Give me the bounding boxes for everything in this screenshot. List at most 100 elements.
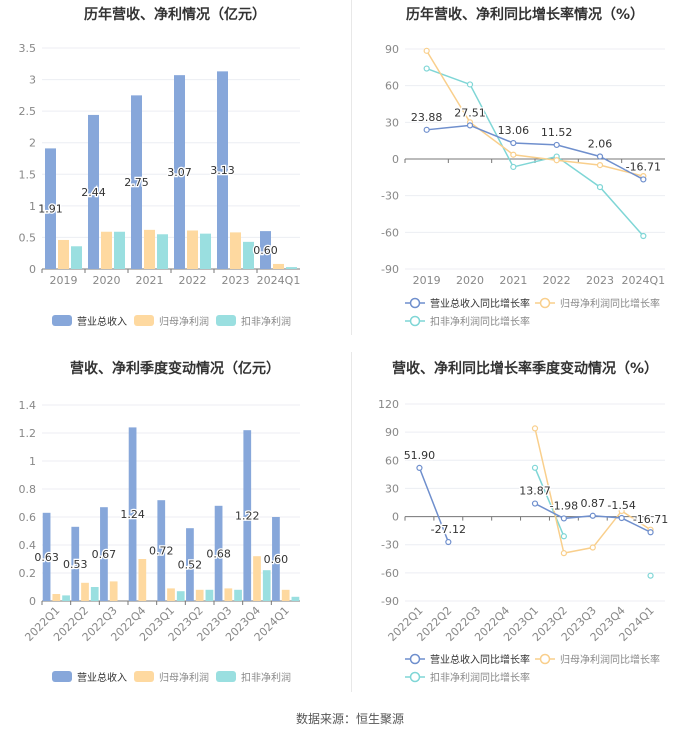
bar-revenue — [88, 114, 99, 269]
bar-data-label: 0.52 — [178, 559, 203, 572]
point-data-label: 0.87 — [581, 497, 606, 510]
bar-revenue — [71, 526, 80, 601]
legend-marker — [409, 671, 421, 683]
y-tick-label: 60 — [385, 454, 399, 467]
y-tick-label: 0 — [392, 153, 399, 166]
bar-data-label: 0.72 — [149, 545, 174, 558]
legend-label: 归母净利润 — [159, 671, 209, 684]
bar-data-label: 2.44 — [81, 186, 106, 199]
legend-label: 扣非净利润 — [241, 315, 291, 328]
y-tick-label: 1.4 — [19, 399, 37, 412]
legend-marker — [409, 653, 421, 665]
y-tick-label: 60 — [385, 80, 399, 93]
bar-data-label: 3.13 — [210, 164, 235, 177]
x-tick-label: 2020 — [456, 274, 484, 287]
y-tick-label: 0.2 — [19, 567, 37, 580]
bar-deducted-profit — [205, 589, 214, 601]
bar-net-profit — [138, 559, 147, 601]
x-tick-label: 2024Q1 — [257, 274, 301, 287]
bar-net-profit — [167, 588, 175, 601]
bar-data-label: 0.53 — [63, 558, 88, 571]
data-point — [589, 544, 596, 551]
bar-revenue — [174, 75, 185, 269]
point-data-label: 51.90 — [404, 449, 436, 462]
data-point — [466, 122, 474, 129]
bar-revenue — [243, 430, 252, 601]
y-tick-label: 90 — [385, 426, 399, 439]
bar-data-label: 2.75 — [124, 176, 149, 189]
bar-deducted-profit — [243, 241, 254, 269]
y-tick-label: 1.5 — [19, 168, 37, 181]
x-tick-label: 2020 — [93, 274, 121, 287]
legend-swatch — [52, 315, 72, 326]
bar-deducted-profit — [176, 591, 185, 601]
data-point — [445, 538, 452, 546]
data-point — [416, 464, 423, 471]
y-tick-label: 0 — [392, 511, 399, 524]
bar-net-profit — [187, 230, 198, 269]
bar-data-label: 0.67 — [92, 548, 117, 561]
legend-swatch — [134, 315, 154, 326]
point-data-label: -16.71 — [626, 160, 661, 173]
data-point — [596, 153, 604, 160]
data-point — [618, 514, 625, 522]
data-point — [531, 425, 539, 432]
data-point — [531, 500, 539, 507]
data-point — [553, 141, 560, 149]
bar-net-profit — [52, 594, 61, 601]
legend-marker — [539, 297, 551, 309]
data-point — [510, 163, 517, 171]
bar-net-profit — [224, 588, 233, 601]
chart-2-title: 历年营收、净利同比增长率情况（%） — [405, 7, 645, 23]
bar-revenue — [217, 71, 228, 269]
legend-label: 扣非净利润 — [241, 671, 291, 684]
data-source: 数据来源：恒生聚源 — [295, 712, 404, 726]
bar-net-profit — [253, 556, 261, 601]
legend-label: 营业总收入同比增长率 — [430, 653, 530, 666]
y-tick-label: -60 — [381, 567, 399, 580]
bar-net-profit — [109, 581, 118, 601]
y-tick-label: 0.8 — [19, 483, 37, 496]
bar-data-label: 0.60 — [253, 244, 278, 257]
chart-3-title: 营收、净利季度变动情况（亿元） — [70, 361, 280, 377]
bar-data-label: 0.63 — [34, 551, 59, 564]
legend-swatch — [216, 671, 236, 682]
data-point — [510, 139, 517, 147]
y-tick-label: -90 — [381, 595, 399, 608]
bar-net-profit — [230, 232, 241, 269]
x-tick-label: 2019 — [413, 274, 441, 287]
bar-net-profit — [81, 582, 89, 601]
bar-net-profit — [101, 231, 112, 269]
data-point — [640, 176, 647, 183]
data-point — [423, 65, 430, 72]
bar-revenue — [45, 148, 56, 269]
bar-deducted-profit — [71, 246, 82, 269]
data-point — [531, 464, 539, 471]
bar-net-profit — [58, 239, 69, 269]
bar-revenue — [157, 500, 166, 601]
y-tick-label: 90 — [385, 43, 399, 56]
line-series-net-profit — [534, 428, 651, 555]
point-data-label: 11.52 — [541, 126, 573, 139]
y-tick-label: 0.4 — [19, 539, 37, 552]
y-tick-label: -60 — [381, 226, 399, 239]
legend-label: 营业总收入同比增长率 — [430, 297, 530, 310]
bar-data-label: 0.60 — [264, 553, 289, 566]
legend-marker — [409, 297, 421, 309]
data-point — [510, 151, 517, 158]
bar-deducted-profit — [157, 234, 168, 269]
bar-deducted-profit — [62, 595, 70, 601]
y-tick-label: 0 — [29, 595, 36, 608]
point-data-label: 23.88 — [411, 111, 443, 124]
y-tick-label: 30 — [385, 116, 399, 129]
point-data-label: -1.98 — [550, 499, 578, 512]
point-data-label: 2.06 — [588, 137, 613, 150]
legend-marker — [409, 315, 421, 327]
bar-revenue — [214, 505, 223, 601]
y-tick-label: 1 — [29, 455, 36, 468]
x-tick-label: 2023 — [222, 274, 250, 287]
bar-deducted-profit — [200, 233, 211, 269]
x-tick-label: 2019 — [50, 274, 78, 287]
y-tick-label: -30 — [381, 190, 399, 203]
